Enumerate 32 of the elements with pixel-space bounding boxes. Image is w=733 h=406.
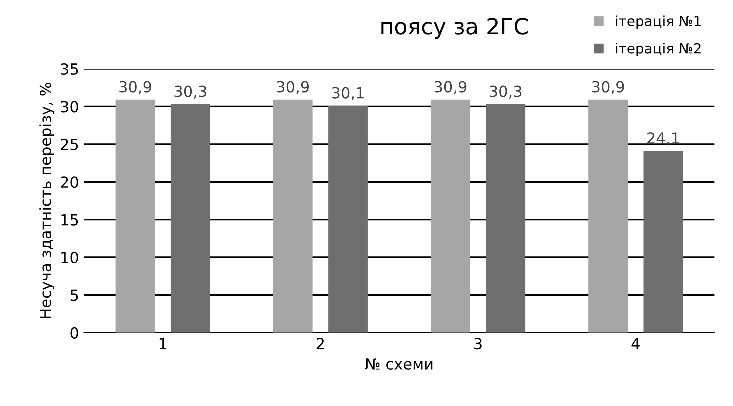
bar (116, 100, 156, 333)
x-tick-label: 3 (474, 338, 482, 350)
y-tick-label: 0 (70, 327, 78, 339)
data-label: 30,3 (490, 86, 522, 99)
bar (588, 100, 628, 333)
data-label: 30,9 (120, 81, 152, 94)
x-tick-label: 2 (316, 338, 324, 350)
y-tick-label: 25 (61, 138, 78, 150)
y-tick-label: 10 (62, 252, 78, 264)
bar (486, 104, 526, 333)
x-tick-label: 1 (160, 338, 167, 350)
data-label: 30,3 (174, 86, 206, 99)
x-tick-label: 4 (632, 338, 640, 350)
bar (431, 100, 470, 333)
y-tick-label: 35 (61, 63, 78, 76)
bar (328, 106, 368, 333)
bar (170, 104, 210, 333)
bar (644, 151, 684, 333)
y-tick-label: 15 (62, 214, 78, 226)
y-tick-label: 20 (61, 176, 78, 188)
y-tick-label: 5 (70, 290, 78, 302)
y-axis-title: Несуча здатність перерізу, % (40, 82, 54, 318)
data-label: 30,1 (332, 87, 364, 100)
legend-label: ітерація №2 (616, 43, 701, 57)
data-label: 30,9 (277, 81, 310, 94)
x-axis-title: № схеми (365, 358, 433, 370)
y-tick-label: 30 (61, 101, 78, 113)
chart-title: поясу за 2ГС (382, 18, 528, 40)
data-label: 30,9 (592, 81, 624, 94)
bar (273, 100, 313, 333)
data-label: 30,9 (434, 81, 467, 94)
legend-label: ітерація №1 (616, 16, 701, 30)
